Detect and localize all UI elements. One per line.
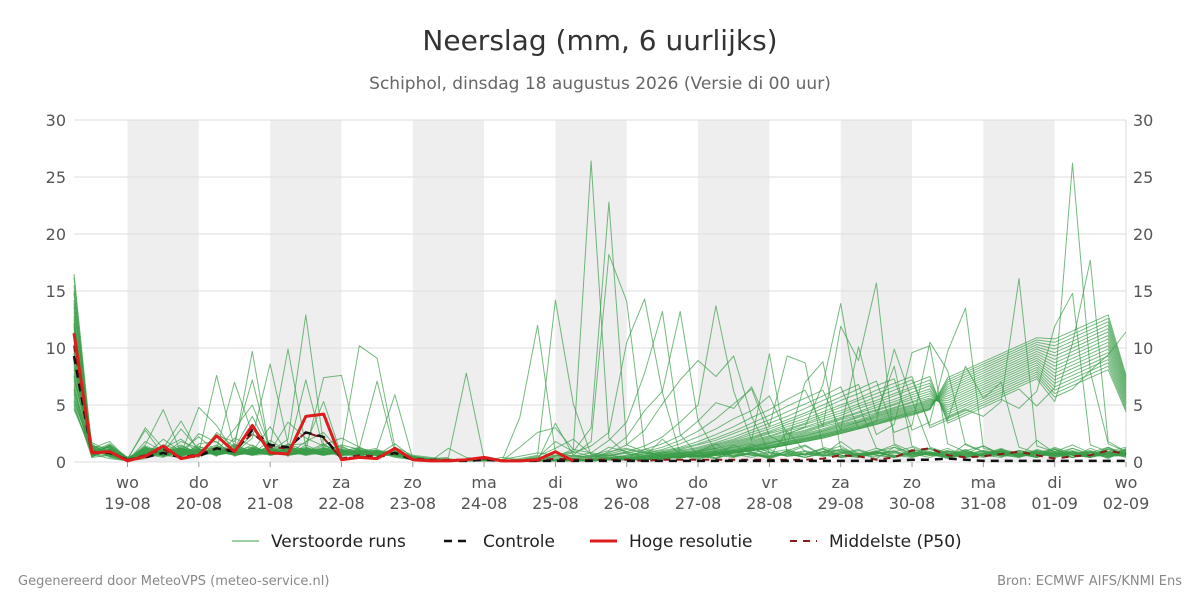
x-tick-day-4: zo (404, 473, 422, 492)
footer-source: Bron: ECMWF AIFS/KNMI Ens (997, 574, 1182, 589)
x-tick-date-5: 24-08 (461, 494, 508, 513)
y-tick-left-10: 10 (46, 339, 66, 358)
x-tick-date-12: 31-08 (960, 494, 1007, 513)
x-axis: wo 19-08 do 20-08 vr 21-08 za 22-08 zo 23-08 ma 24-… (104, 462, 1149, 513)
x-tick-day-14: wo (1115, 473, 1138, 492)
y-axis-right: 0 5 10 15 20 25 30 (1133, 111, 1153, 472)
x-tick-date-9: 28-08 (746, 494, 793, 513)
x-tick-day-8: do (688, 473, 708, 492)
main-series (72, 332, 1127, 463)
footer-generated-by: Gegenereerd door MeteoVPS (meteo-service… (18, 574, 329, 589)
y-tick-right-5: 5 (1133, 396, 1143, 415)
y-tick-left-15: 15 (46, 282, 66, 301)
legend-label-median: Middelste (P50) (829, 532, 962, 552)
x-tick-date-4: 23-08 (390, 494, 437, 513)
y-axis-left: 0 5 10 15 20 25 30 (46, 111, 66, 472)
x-tick-day-12: ma (971, 473, 996, 492)
x-tick-date-7: 26-08 (603, 494, 650, 513)
highres-line (72, 332, 574, 463)
x-tick-day-10: za (832, 473, 850, 492)
x-tick-date-10: 29-08 (817, 494, 864, 513)
x-tick-date-11: 30-08 (889, 494, 936, 513)
x-tick-day-3: za (332, 473, 350, 492)
y-tick-right-20: 20 (1133, 225, 1153, 244)
x-tick-date-8: 27-08 (675, 494, 722, 513)
x-tick-date-13: 01-09 (1031, 494, 1078, 513)
x-tick-date-14: 02-09 (1103, 494, 1150, 513)
y-tick-left-30: 30 (46, 111, 66, 130)
y-tick-right-0: 0 (1133, 453, 1143, 472)
x-tick-date-3: 22-08 (318, 494, 365, 513)
x-tick-date-6: 25-08 (532, 494, 579, 513)
legend-label-members: Verstoorde runs (271, 532, 406, 552)
chart-subtitle: Schiphol, dinsdag 18 augustus 2026 (Vers… (369, 74, 831, 94)
x-tick-day-11: zo (903, 473, 921, 492)
legend: Verstoorde runs Controle Hoge resolutie Mid… (232, 532, 962, 552)
x-tick-day-13: di (1047, 473, 1062, 492)
y-tick-right-30: 30 (1133, 111, 1153, 130)
y-tick-right-25: 25 (1133, 168, 1153, 187)
y-tick-left-5: 5 (56, 396, 66, 415)
x-tick-day-5: ma (471, 473, 496, 492)
x-tick-date-1: 20-08 (176, 494, 223, 513)
x-tick-day-7: wo (615, 473, 638, 492)
x-tick-day-9: vr (761, 473, 777, 492)
x-tick-day-2: vr (262, 473, 278, 492)
ensemble-member-line-10 (73, 254, 1127, 462)
legend-label-control: Controle (483, 532, 555, 552)
x-tick-date-0: 19-08 (104, 494, 151, 513)
y-tick-left-0: 0 (56, 453, 66, 472)
control-line (72, 355, 1126, 463)
x-tick-day-0: wo (116, 473, 139, 492)
legend-label-highres: Hoge resolutie (629, 532, 753, 552)
y-tick-right-15: 15 (1133, 282, 1153, 301)
y-tick-left-20: 20 (46, 225, 66, 244)
chart-title: Neerslag (mm, 6 uurlijks) (422, 24, 777, 57)
y-tick-left-25: 25 (46, 168, 66, 187)
x-tick-day-6: di (548, 473, 563, 492)
x-tick-day-1: do (189, 473, 209, 492)
y-tick-right-10: 10 (1133, 339, 1153, 358)
x-tick-date-2: 21-08 (247, 494, 294, 513)
